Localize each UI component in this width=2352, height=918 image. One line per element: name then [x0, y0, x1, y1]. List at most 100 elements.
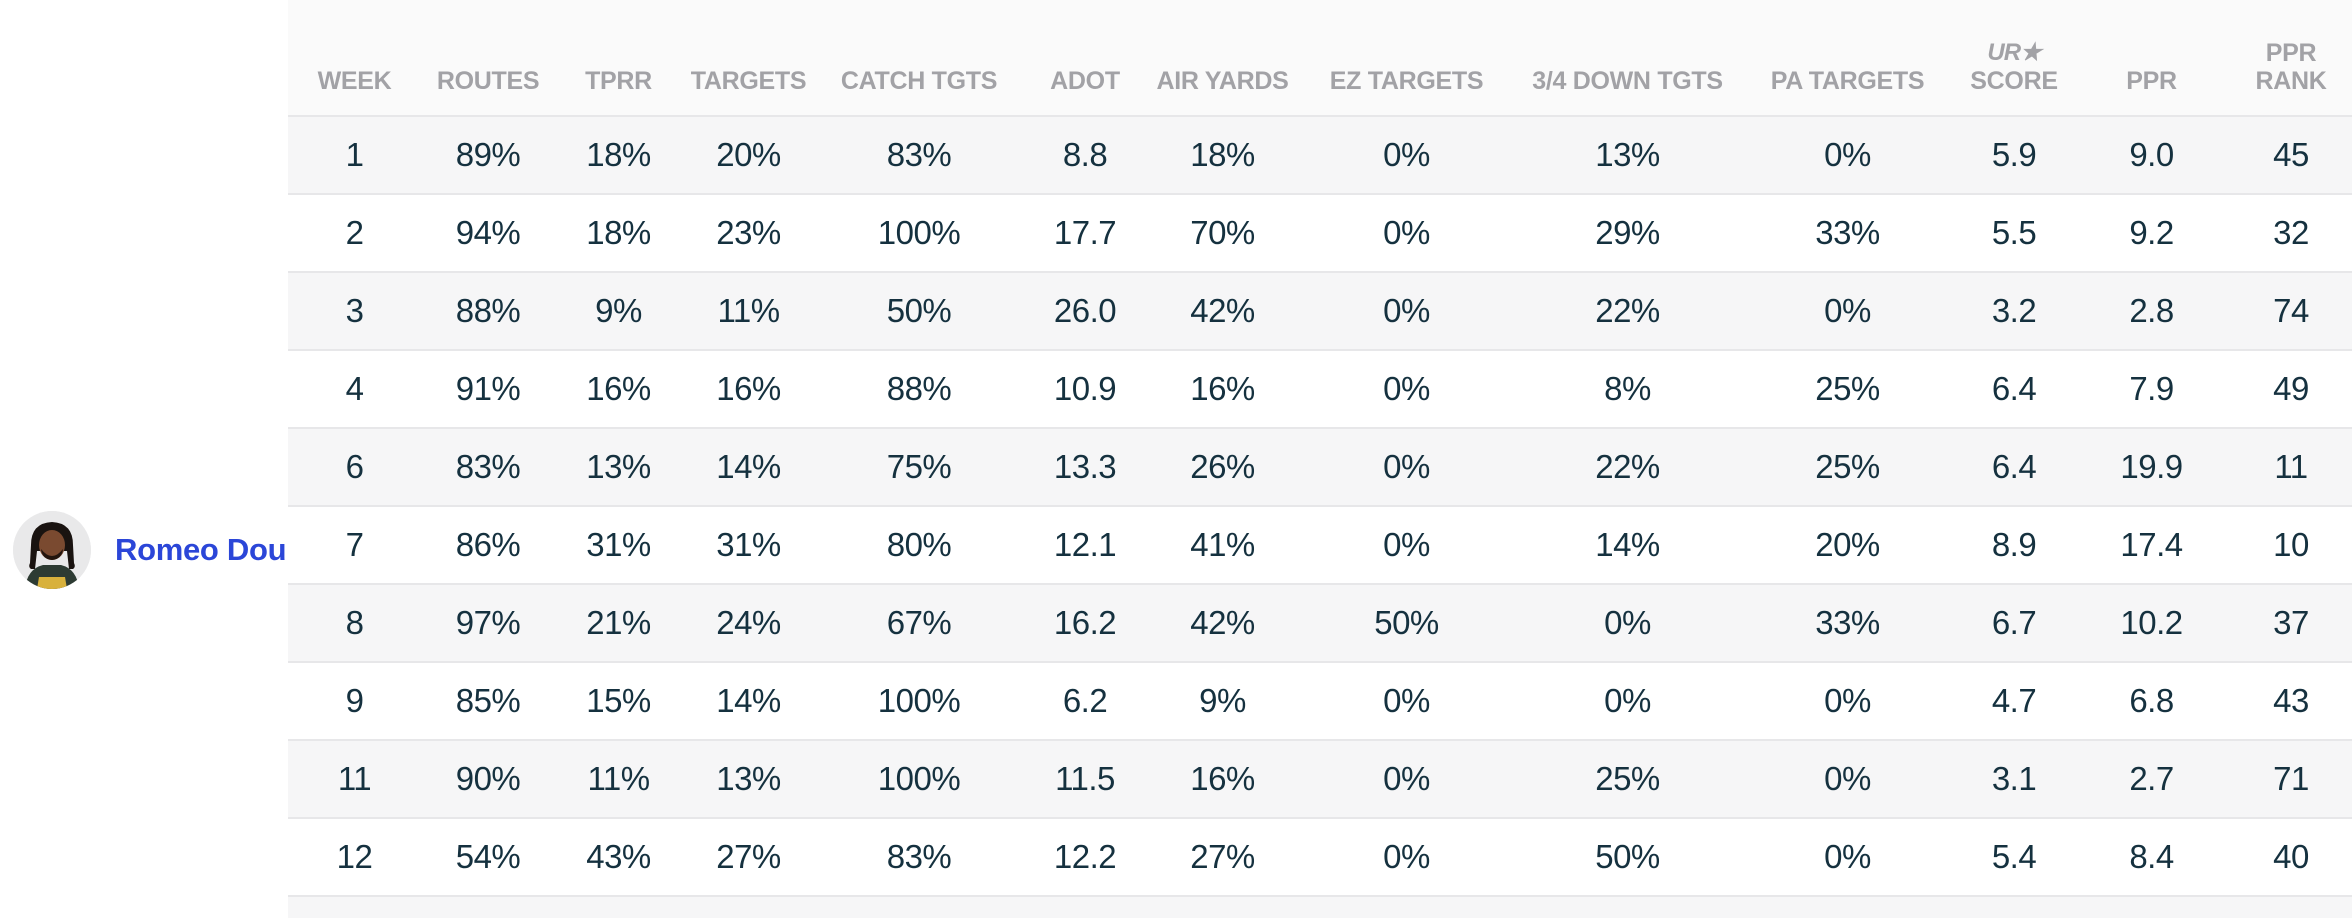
cell-targets: 14% — [716, 682, 781, 719]
cell-pa_targets: 0% — [1824, 136, 1871, 173]
cell-catch_tgts: 100% — [877, 682, 961, 719]
cell-tprr: 11% — [587, 760, 650, 797]
column-header-ub_score[interactable]: UR★ SCORE — [1955, 0, 2073, 116]
cell-routes: 90% — [455, 760, 521, 797]
cell-pa_targets: 0% — [1824, 682, 1871, 719]
cell-ub_score: 5.4 — [1991, 838, 2037, 875]
cell-down_tgts: 22% — [1595, 292, 1660, 329]
cell-ppr: 9.0 — [2129, 136, 2174, 173]
cell-ez_targets: 0% — [1383, 760, 1430, 797]
cell-catch_tgts: 50% — [886, 292, 952, 329]
table-row-week-12: 12 54% 43% 27% 83% 12.2 27% 0% 50% 0% 5.4 8.4 40 — [288, 818, 2352, 896]
cell-down_tgts: 50% — [1595, 838, 1660, 875]
cell-ppr_rank: 32 — [2273, 214, 2309, 251]
cell-adot: 17.7 — [1053, 214, 1117, 251]
column-header-label: TPRR — [585, 67, 652, 95]
cell-adot: 6.2 — [1062, 682, 1108, 719]
cell-ppr_rank: 45 — [2273, 136, 2309, 173]
cell-ub_score: 8.9 — [1991, 526, 2037, 563]
cell-targets: 16% — [716, 370, 781, 407]
column-header-tprr[interactable]: TPRR — [555, 0, 682, 116]
cell-ez_targets: 0% — [1383, 526, 1430, 563]
cell-routes: 89% — [455, 136, 521, 173]
column-header-week[interactable]: WEEK — [288, 0, 421, 116]
cell-tprr: 43% — [586, 838, 651, 875]
column-header-pa_targets[interactable]: PA TARGETS — [1740, 0, 1955, 116]
column-header-label: PPR — [2265, 39, 2317, 67]
cell-routes: 54% — [455, 838, 521, 875]
cell-ppr: 19.9 — [2120, 448, 2183, 485]
cell-targets: 11% — [717, 292, 780, 329]
column-header-label: TARGETS — [690, 67, 807, 95]
column-header-label: EZ TARGETS — [1329, 67, 1484, 95]
cell-down_tgts: 22% — [1515, 896, 1740, 918]
cell-pa_targets: 33% — [1815, 604, 1880, 641]
cell-adot: 13.3 — [1053, 448, 1117, 485]
cell-catch_tgts: 60% — [815, 896, 1023, 918]
column-header-targets[interactable]: TARGETS — [682, 0, 815, 116]
cell-ppr: 9.2 — [2129, 214, 2174, 251]
cell-air_yards: 70% — [1190, 214, 1255, 251]
cell-pa_targets: 25% — [1815, 448, 1880, 485]
cell-ppr_rank: 37 — [2273, 604, 2309, 641]
cell-pa_targets: 25% — [1815, 370, 1880, 407]
cell-routes: 88% — [455, 292, 521, 329]
cell-routes: 85% — [455, 682, 521, 719]
cell-week: 11 — [337, 760, 372, 797]
column-header-ppr_rank[interactable]: PPR RANK — [2230, 0, 2352, 116]
cell-ez_targets: 0% — [1383, 292, 1430, 329]
cell-ub_score: 6.4 — [1991, 448, 2037, 485]
column-header-catch_tgts[interactable]: CATCH TGTS — [815, 0, 1023, 116]
column-header-down_tgts[interactable]: 3/4 DOWN TGTS — [1515, 0, 1740, 116]
column-header-ez_targets[interactable]: EZ TARGETS — [1298, 0, 1515, 116]
cell-down_tgts: 0% — [1604, 604, 1651, 641]
cell-adot: 16.2 — [1053, 604, 1117, 641]
player-name-link[interactable]: Romeo Doubs — [115, 532, 322, 567]
cell-targets: 19% — [682, 896, 815, 918]
table-row-week-1: 1 89% 18% 20% 83% 8.8 18% 0% 13% 0% 5.9 9.0 45 — [288, 116, 2352, 194]
column-header-label: CATCH TGTS — [840, 67, 998, 95]
column-header-routes[interactable]: ROUTES — [421, 0, 555, 116]
cell-ub_score: 7.0 — [1955, 896, 2073, 918]
column-header-label: ROUTES — [436, 67, 540, 95]
column-header-label: PPR — [2126, 67, 2177, 95]
cell-catch_tgts: 83% — [886, 136, 952, 173]
cell-targets: 14% — [716, 448, 781, 485]
cell-adot: 17.6 — [1023, 896, 1147, 918]
column-header-air_yards[interactable]: AIR YARDS — [1147, 0, 1298, 116]
cell-pa_targets: 0% — [1824, 292, 1871, 329]
cell-down_tgts: 25% — [1595, 760, 1660, 797]
column-header-adot[interactable]: ADOT — [1023, 0, 1147, 116]
cell-catch_tgts: 75% — [886, 448, 952, 485]
cell-week: 7 — [345, 526, 364, 563]
cell-pa_targets: 20% — [1815, 526, 1880, 563]
cell-down_tgts: 0% — [1604, 682, 1651, 719]
cell-ppr_rank: 40 — [2273, 838, 2309, 875]
table-row-week-6: 6 83% 13% 14% 75% 13.3 26% 0% 22% 25% 6.4 19.9 11 — [288, 428, 2352, 506]
cell-ez_targets: 0% — [1383, 214, 1430, 251]
cell-catch_tgts: 88% — [886, 370, 952, 407]
cell-ez_targets: 0% — [1383, 370, 1430, 407]
cell-air_yards: 42% — [1190, 292, 1255, 329]
cell-adot: 10.9 — [1053, 370, 1117, 407]
cell-air_yards: 27% — [1190, 838, 1255, 875]
table-header: WEEK ROUTES TPRR TARGETS CATCH TGTS ADOT AIR Y… — [288, 0, 2352, 116]
cell-ppr: 7.9 — [2129, 370, 2174, 407]
cell-ppr_rank: 49 — [2273, 370, 2309, 407]
cell-ez_targets: 0% — [1383, 136, 1430, 173]
column-header-label: 3/4 DOWN TGTS — [1532, 67, 1723, 95]
cell-pa_targets: 20% — [1740, 896, 1955, 918]
cell-ppr_rank: 74 — [2273, 292, 2309, 329]
cell-ppr: 2.8 — [2129, 292, 2174, 329]
cell-targets: 31% — [716, 526, 781, 563]
cell-targets: 27% — [716, 838, 781, 875]
cell-tprr: 13% — [586, 448, 651, 485]
cell-ppr_rank: 71 — [2273, 760, 2309, 797]
column-header-ppr[interactable]: PPR — [2073, 0, 2230, 116]
weekly-stats-table: WEEK ROUTES TPRR TARGETS CATCH TGTS ADOT AIR Y… — [288, 0, 2352, 918]
cell-ppr: 6.8 — [2129, 682, 2174, 719]
cell-ub_score: 6.7 — [1991, 604, 2037, 641]
cell-catch_tgts: 100% — [877, 214, 961, 251]
cell-week: 1 — [345, 136, 364, 173]
cell-tprr: 31% — [586, 526, 651, 563]
